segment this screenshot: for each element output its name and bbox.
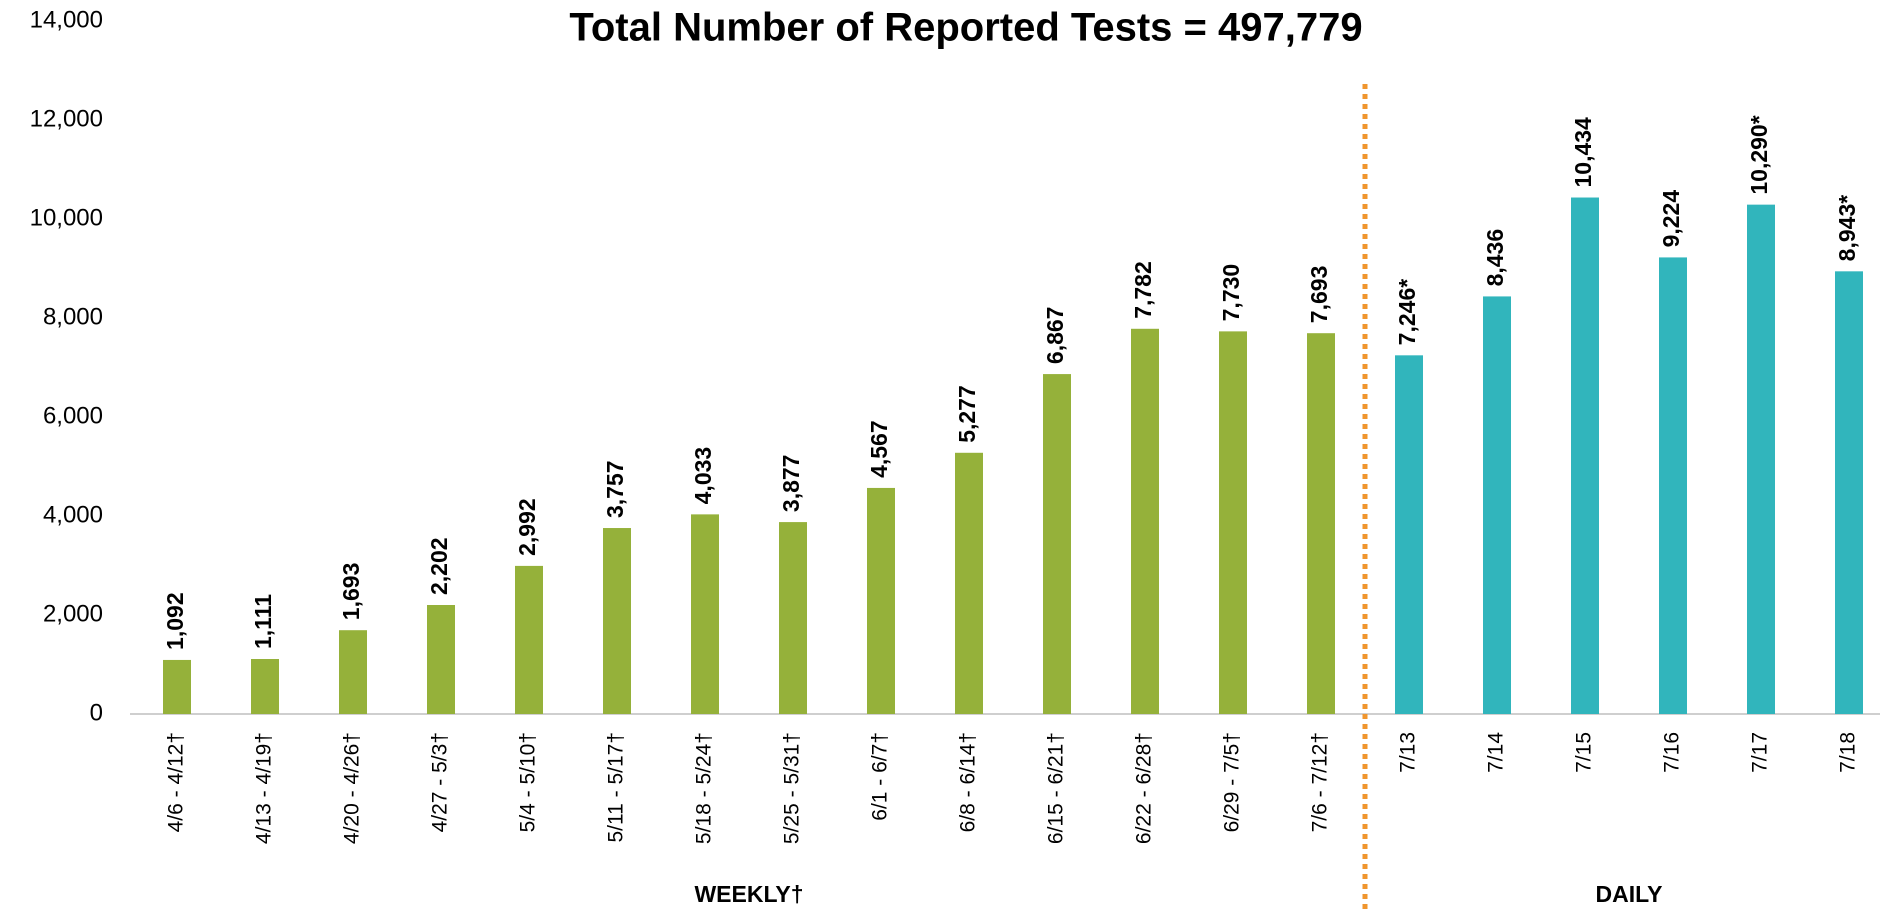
x-tick-label: 6/1 - 6/7† <box>869 732 892 821</box>
value-label: 2,992 <box>514 498 540 556</box>
x-tick-label: 6/8 - 6/14† <box>957 732 980 832</box>
value-label: 7,782 <box>1130 261 1156 319</box>
value-label: 1,693 <box>338 563 364 621</box>
value-label: 1,092 <box>162 592 188 650</box>
x-tick-label: 4/13 - 4/19† <box>253 732 276 844</box>
value-label: 7,693 <box>1306 266 1332 324</box>
y-tick-label: 14,000 <box>30 6 103 33</box>
x-tick-label: 4/6 - 4/12† <box>165 732 188 832</box>
bar <box>427 605 455 714</box>
y-tick-label: 10,000 <box>30 204 103 231</box>
bar <box>163 659 191 714</box>
bar <box>515 565 543 714</box>
bar <box>779 522 807 714</box>
y-tick-label: 6,000 <box>43 402 103 429</box>
value-label: 7,730 <box>1218 264 1244 322</box>
value-label: 8,943* <box>1834 195 1860 262</box>
bar <box>1659 257 1687 714</box>
x-tick-label: 7/14 <box>1485 732 1508 773</box>
bar <box>1043 374 1071 714</box>
bar <box>1219 331 1247 714</box>
x-tick-label: 7/6 - 7/12† <box>1309 732 1332 832</box>
group-label: WEEKLY† <box>694 881 803 907</box>
bar <box>603 528 631 714</box>
bar <box>1835 271 1863 714</box>
x-tick-label: 7/18 <box>1837 732 1860 773</box>
value-label: 6,867 <box>1042 307 1068 365</box>
x-tick-label: 4/27 - 5/3† <box>429 732 452 832</box>
group-label: DAILY <box>1596 881 1663 907</box>
value-label: 10,434 <box>1570 117 1596 188</box>
x-tick-label: 6/29 - 7/5† <box>1221 732 1244 832</box>
bar <box>251 659 279 714</box>
x-tick-label: 5/18 - 5/24† <box>693 732 716 844</box>
value-label: 7,246* <box>1394 279 1420 346</box>
x-tick-label: 4/20 - 4/26† <box>341 732 364 844</box>
value-label: 1,111 <box>250 594 276 649</box>
x-tick-label: 5/11 - 5/17† <box>605 732 628 843</box>
y-tick-label: 8,000 <box>43 303 103 330</box>
x-tick-label: 6/15 - 6/21† <box>1045 732 1068 844</box>
x-tick-label: 7/17 <box>1749 732 1772 773</box>
y-tick-label: 0 <box>90 699 103 726</box>
value-label: 8,436 <box>1482 229 1508 287</box>
value-label: 4,033 <box>690 447 716 505</box>
x-tick-label: 6/22 - 6/28† <box>1133 732 1156 844</box>
chart-title: Total Number of Reported Tests = 497,779 <box>569 6 1362 50</box>
bar <box>1131 328 1159 714</box>
bar <box>1483 296 1511 714</box>
x-tick-label: 5/25 - 5/31† <box>781 732 804 844</box>
x-tick-label: 5/4 - 5/10† <box>517 732 540 832</box>
bar <box>1307 333 1335 714</box>
bar <box>867 487 895 714</box>
bar <box>955 452 983 714</box>
bar <box>1747 204 1775 714</box>
x-tick-label: 7/16 <box>1661 732 1684 773</box>
bar <box>1395 355 1423 714</box>
value-label: 3,877 <box>778 455 804 513</box>
value-label: 10,290* <box>1746 115 1772 194</box>
value-label: 5,277 <box>954 385 980 443</box>
bar <box>691 514 719 714</box>
bar <box>339 630 367 714</box>
x-tick-label: 7/13 <box>1397 732 1420 773</box>
y-tick-label: 2,000 <box>43 600 103 627</box>
y-tick-label: 12,000 <box>30 105 103 132</box>
y-tick-label: 4,000 <box>43 501 103 528</box>
value-label: 9,224 <box>1658 190 1684 248</box>
x-tick-label: 7/15 <box>1573 732 1596 773</box>
value-label: 4,567 <box>866 420 892 478</box>
bar <box>1571 197 1599 715</box>
value-label: 3,757 <box>602 460 628 518</box>
value-label: 2,202 <box>426 537 452 595</box>
